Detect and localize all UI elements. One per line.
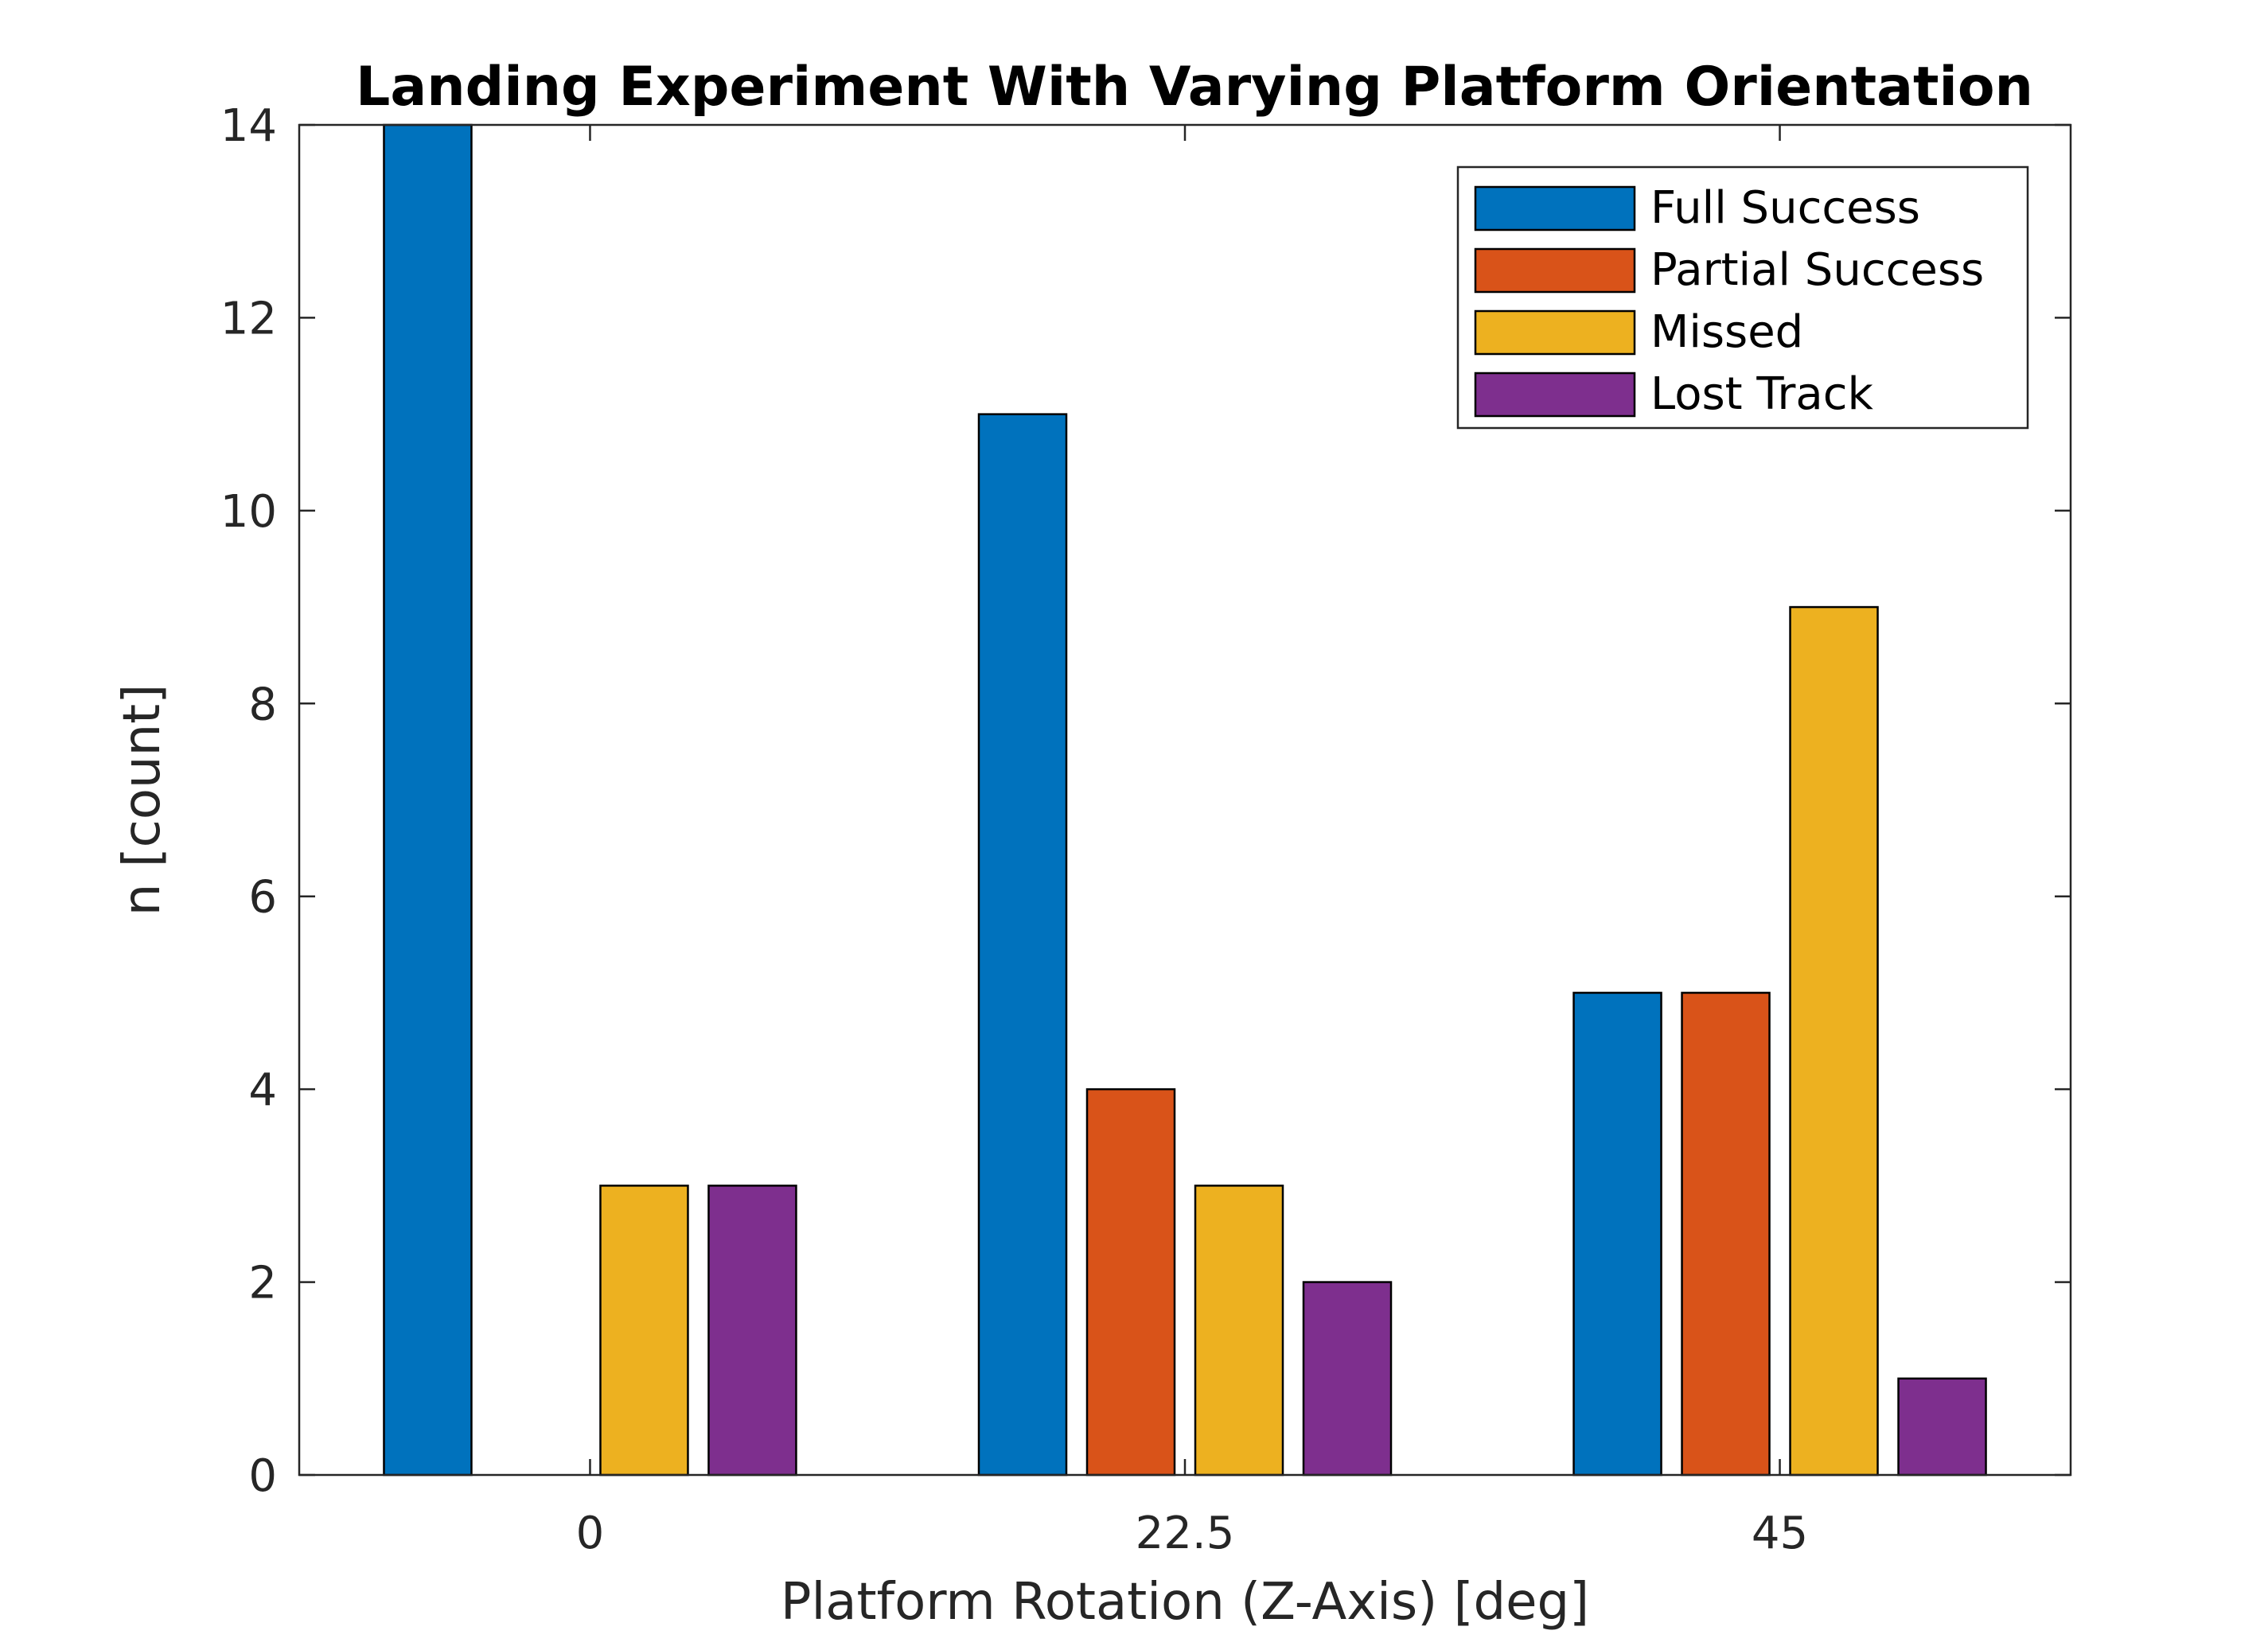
- legend-swatch-lost-track: [1474, 372, 1636, 418]
- y-tick-label: 0: [248, 1450, 277, 1502]
- y-axis-title: n [count]: [113, 684, 172, 916]
- x-tick-label: 22.5: [1136, 1508, 1235, 1559]
- legend-label-lost-track: Lost Track: [1650, 368, 1874, 420]
- bar-missed-45: [1789, 605, 1879, 1477]
- chart-title: Landing Experiment With Varying Platform…: [356, 56, 2033, 119]
- legend-swatch-partial-success: [1474, 247, 1636, 294]
- y-tick-label: 6: [248, 872, 277, 924]
- legend-label-full-success: Full Success: [1650, 182, 1920, 234]
- bar-lost-track-45: [1897, 1377, 1987, 1477]
- y-tick-label: 8: [248, 679, 277, 730]
- bar-full-success-22_5: [977, 413, 1068, 1477]
- x-tick-label: 0: [576, 1508, 605, 1559]
- bar-partial-success-45: [1681, 991, 1771, 1477]
- y-tick-label: 4: [248, 1064, 277, 1116]
- legend: Full Success Partial Success Missed Lost Tr…: [1456, 165, 2029, 430]
- y-tick-label: 12: [220, 293, 277, 344]
- y-tick-label: 10: [220, 486, 277, 538]
- legend-swatch-missed: [1474, 309, 1636, 356]
- bar-lost-track-0: [707, 1185, 797, 1477]
- x-tick-label: 45: [1752, 1508, 1808, 1559]
- legend-label-missed: Missed: [1650, 306, 1803, 358]
- bar-missed-22_5: [1194, 1185, 1284, 1477]
- legend-label-partial-success: Partial Success: [1650, 244, 1984, 296]
- y-tick-label: 14: [220, 100, 277, 152]
- bar-missed-0: [599, 1185, 689, 1477]
- bar-full-success-0: [383, 123, 473, 1477]
- bar-partial-success-22_5: [1085, 1088, 1176, 1477]
- y-tick-label: 2: [248, 1258, 277, 1309]
- x-axis-title: Platform Rotation (Z-Axis) [deg]: [781, 1573, 1589, 1632]
- bar-lost-track-22_5: [1302, 1281, 1393, 1477]
- bar-full-success-45: [1572, 991, 1662, 1477]
- legend-swatch-full-success: [1474, 185, 1636, 232]
